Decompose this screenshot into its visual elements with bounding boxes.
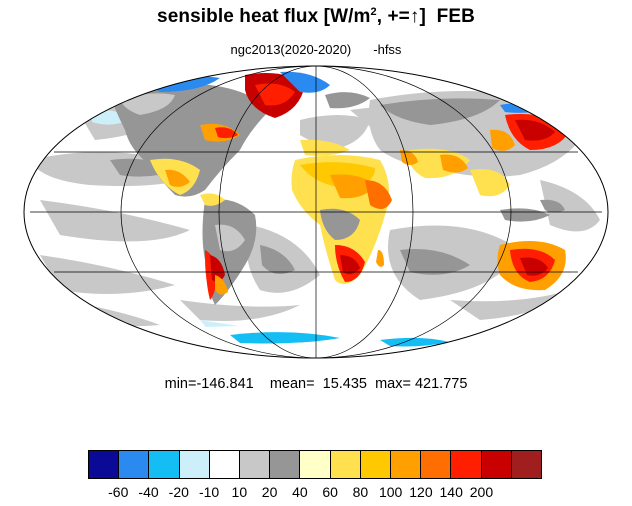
colorbar-tick-label: 120 <box>409 484 433 500</box>
colorbar <box>88 450 542 479</box>
colorbar-swatch <box>149 451 180 478</box>
asia <box>368 91 580 197</box>
plot-title: sensible heat flux [W/m2, +=↑] FEB <box>157 6 475 27</box>
month-label: FEB <box>436 6 475 27</box>
australia <box>497 241 566 291</box>
graticule <box>30 65 602 359</box>
colorbar-tick-label: -20 <box>168 484 189 500</box>
colorbar-swatch <box>240 451 271 478</box>
case-label: ngc2013(2020-2020) <box>230 42 352 57</box>
colorbar-swatch <box>89 451 120 478</box>
colorbar-labels: -60 -40 -20 -10 10 20 40 60 80 100 120 140 200 <box>88 484 542 504</box>
up-arrow-icon: ↑ <box>409 6 420 27</box>
colorbar-swatch <box>179 451 210 478</box>
plot-subtitle: ngc2013(2020-2020) -hfss <box>0 42 632 57</box>
colorbar-tick-label: 40 <box>292 484 308 500</box>
colorbar-tick-label: 200 <box>469 484 494 500</box>
colorbar-swatch <box>330 451 361 478</box>
map-border <box>23 65 609 359</box>
variable-label: -hfss <box>373 42 402 57</box>
colorbar-tick-label: 10 <box>231 484 248 500</box>
colorbar-swatch <box>270 451 301 478</box>
colorbar-tick-label: 20 <box>261 484 278 500</box>
colorbar-swatch <box>451 451 482 478</box>
colorbar-tick-label: 60 <box>322 484 338 500</box>
colorbar-tick-label: -40 <box>138 484 159 500</box>
world-map <box>23 65 609 359</box>
antarctica <box>140 325 500 358</box>
colorbar-swatch <box>300 451 331 478</box>
colorbar-tick-label: -10 <box>198 484 220 500</box>
colorbar-tick-label: 140 <box>439 484 463 500</box>
colorbar-tick-label: 100 <box>378 484 403 500</box>
statistics-line: min=-146.841 mean= 15.435 max= 421.775 <box>164 376 468 392</box>
colorbar-swatch <box>421 451 452 478</box>
colorbar-swatch <box>360 451 392 478</box>
colorbar-swatch <box>209 451 241 478</box>
colorbar-swatch <box>391 451 422 478</box>
colorbar-tick-label: -60 <box>108 484 129 500</box>
colorbar-swatch <box>119 451 150 478</box>
south-america <box>200 193 257 305</box>
colorbar-swatch <box>511 451 542 478</box>
colorbar-tick-label: 80 <box>352 484 369 500</box>
colorbar-swatch <box>481 451 512 478</box>
